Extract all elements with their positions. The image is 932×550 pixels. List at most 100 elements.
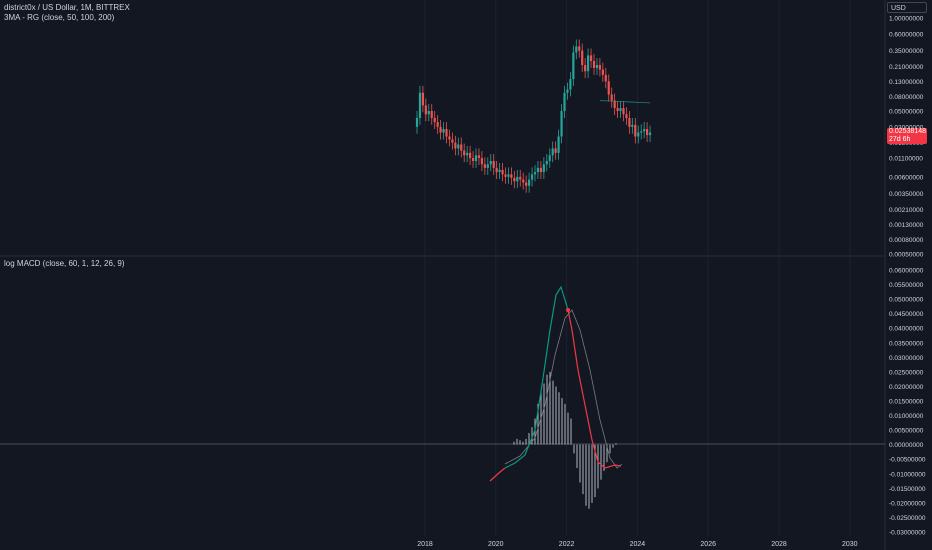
candle-body	[501, 169, 504, 175]
candle-body	[560, 111, 563, 137]
candle-body	[575, 46, 578, 53]
time-tick-label: 2024	[630, 541, 646, 548]
macd-tick-label: 0.00000000	[889, 442, 924, 449]
candle-body	[489, 160, 492, 165]
candle-body	[522, 179, 525, 183]
candle-body	[566, 89, 569, 93]
last-price-label: 0.02538148 27d 6h	[887, 128, 927, 144]
time-tick-label: 2020	[488, 541, 504, 548]
candle-body	[469, 152, 472, 159]
time-tick-label: 2030	[842, 541, 858, 548]
macd-axis: 0.06000000 0.05500000 0.05000000 0.04500000…	[889, 268, 926, 537]
candle-body	[640, 131, 643, 133]
candle-body	[421, 92, 424, 106]
price-tick-label: 0.00600000	[889, 174, 924, 181]
macd-line-down	[489, 467, 506, 482]
candle-body	[604, 74, 607, 82]
candlestick-series	[415, 39, 652, 193]
candle-body	[474, 155, 478, 161]
price-tick-label: 0.01100000	[889, 156, 923, 163]
candle-body	[460, 144, 463, 151]
candle-body	[631, 124, 634, 127]
candle-body	[554, 148, 557, 153]
time-tick-label: 2018	[417, 541, 433, 548]
macd-tick-label: -0.03000000	[889, 530, 926, 537]
candle-body	[643, 129, 646, 132]
study-legend-macd[interactable]: log MACD (close, 60, 1, 12, 26, 9)	[4, 259, 125, 268]
candle-body	[548, 155, 551, 161]
candle-body	[457, 144, 460, 149]
candle-body	[495, 167, 498, 173]
candle-body	[539, 167, 542, 173]
candle-body	[637, 132, 640, 137]
macd-line-up	[504, 285, 569, 469]
candle-body	[557, 136, 560, 153]
candle-body	[442, 129, 445, 133]
candle-body	[513, 177, 516, 182]
candle-body	[418, 92, 422, 118]
candle-body	[498, 169, 501, 173]
macd-tick-label: 0.04000000	[889, 326, 924, 333]
macd-tick-label: 0.03000000	[889, 355, 924, 362]
price-tick-label: 0.00050000	[889, 252, 924, 259]
price-tick-label: 0.35000000	[889, 48, 924, 55]
study-legend-ma[interactable]: 3MA - RG (close, 50, 100, 200)	[4, 13, 115, 22]
candle-body	[634, 124, 637, 137]
candle-body	[430, 111, 433, 118]
candle-body	[578, 46, 581, 51]
candle-body	[477, 155, 481, 159]
macd-tick-label: 0.01000000	[889, 413, 924, 420]
macd-tick-label: 0.05000000	[889, 297, 924, 304]
price-tick-label: 0.03000000	[889, 124, 924, 131]
candle-body	[563, 92, 566, 112]
price-tick-label: 0.60000000	[889, 31, 924, 38]
price-tick-label: 0.05000000	[889, 109, 924, 116]
time-tick-label: 2022	[559, 541, 575, 548]
candle-body	[519, 176, 522, 180]
time-axis: 2018 2020 2022 2024 2026 2028 2030	[417, 541, 857, 548]
candle-body	[528, 179, 531, 186]
candle-body	[454, 142, 457, 149]
macd-line	[489, 285, 622, 482]
macd-line-down	[567, 309, 622, 469]
moving-average-line	[599, 100, 651, 104]
candle-body	[610, 94, 613, 101]
candle-body	[483, 164, 486, 168]
candle-body	[646, 129, 649, 136]
price-tick-label: 0.13000000	[889, 79, 924, 86]
candle-body	[427, 111, 430, 115]
signal-line	[504, 309, 623, 469]
candle-body	[572, 52, 575, 80]
price-tick-label: 0.00210000	[889, 207, 924, 214]
candle-body	[551, 148, 554, 156]
macd-tick-label: -0.01000000	[889, 471, 926, 478]
macd-tick-label: 0.05500000	[889, 282, 924, 289]
candle-body	[601, 69, 604, 75]
macd-tick-label: 0.00500000	[889, 428, 924, 435]
candle-body	[480, 158, 483, 165]
macd-tick-label: 0.03500000	[889, 340, 924, 347]
candle-body	[589, 55, 593, 62]
candle-body	[622, 108, 625, 115]
last-price-value: 0.02538148	[889, 128, 926, 135]
symbol-title[interactable]: district0x / US Dollar, 1M, BITTREX	[4, 3, 130, 12]
candle-body	[616, 108, 619, 112]
candle-body	[486, 164, 489, 168]
candle-body	[530, 174, 534, 180]
candle-body	[510, 174, 513, 178]
candle-body	[545, 160, 548, 165]
candle-body	[471, 158, 475, 161]
macd-tick-label: 0.02500000	[889, 369, 924, 376]
candle-body	[595, 65, 599, 68]
candle-body	[516, 176, 519, 182]
candle-body	[619, 108, 622, 112]
candle-body	[448, 136, 451, 140]
currency-button[interactable]: USD	[887, 2, 927, 13]
candle-body	[439, 126, 442, 133]
candle-body	[648, 132, 652, 136]
price-tick-label: 1.00000000	[889, 16, 924, 23]
candle-body	[436, 122, 439, 127]
candle-body	[504, 174, 507, 177]
time-tick-label: 2026	[700, 541, 716, 548]
